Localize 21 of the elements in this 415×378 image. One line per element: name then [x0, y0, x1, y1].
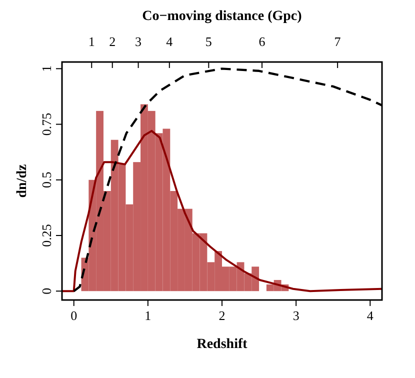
- x2-axis-title: Co−moving distance (Gpc): [142, 9, 302, 24]
- x-tick-label: 0: [70, 308, 78, 323]
- x-tick-label: 3: [292, 308, 300, 323]
- x-tick-label: 1: [144, 308, 152, 323]
- annotation: 5: [205, 34, 212, 49]
- y-tick-label: 0.5: [39, 172, 54, 188]
- annotation: 3: [135, 34, 142, 49]
- y-tick-label: 0.25: [39, 224, 54, 247]
- annotation: 4: [166, 34, 174, 49]
- y-tick-label: 0: [39, 288, 54, 294]
- annotation: 7: [334, 34, 342, 49]
- y-axis-title: dn/dz: [15, 164, 30, 198]
- x-tick-label: 4: [366, 308, 374, 323]
- x-axis-title: Redshift: [196, 337, 248, 352]
- annotation: 2: [109, 34, 116, 49]
- annotation: 1: [88, 34, 95, 49]
- y-tick-label: 1: [39, 65, 54, 72]
- line-series: [62, 130, 382, 292]
- annotation: 6: [258, 34, 266, 49]
- x-tick-label: 2: [218, 308, 226, 323]
- y-tick-label: 0.75: [39, 112, 54, 136]
